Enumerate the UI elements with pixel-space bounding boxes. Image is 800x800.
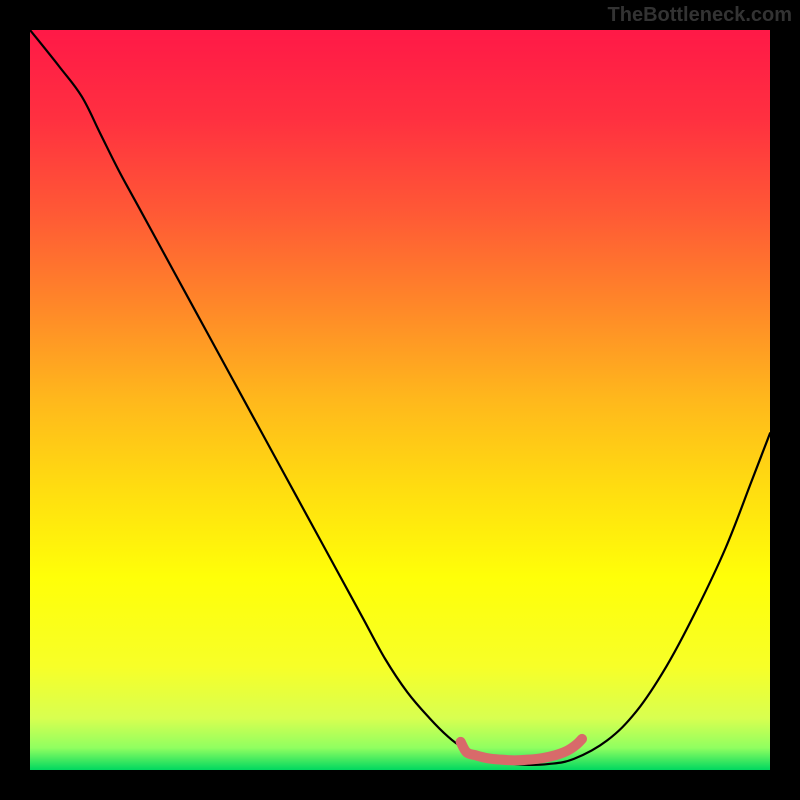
chart-svg (30, 30, 770, 770)
chart-container (30, 30, 770, 770)
chart-background (30, 30, 770, 770)
watermark-text: TheBottleneck.com (608, 4, 792, 27)
